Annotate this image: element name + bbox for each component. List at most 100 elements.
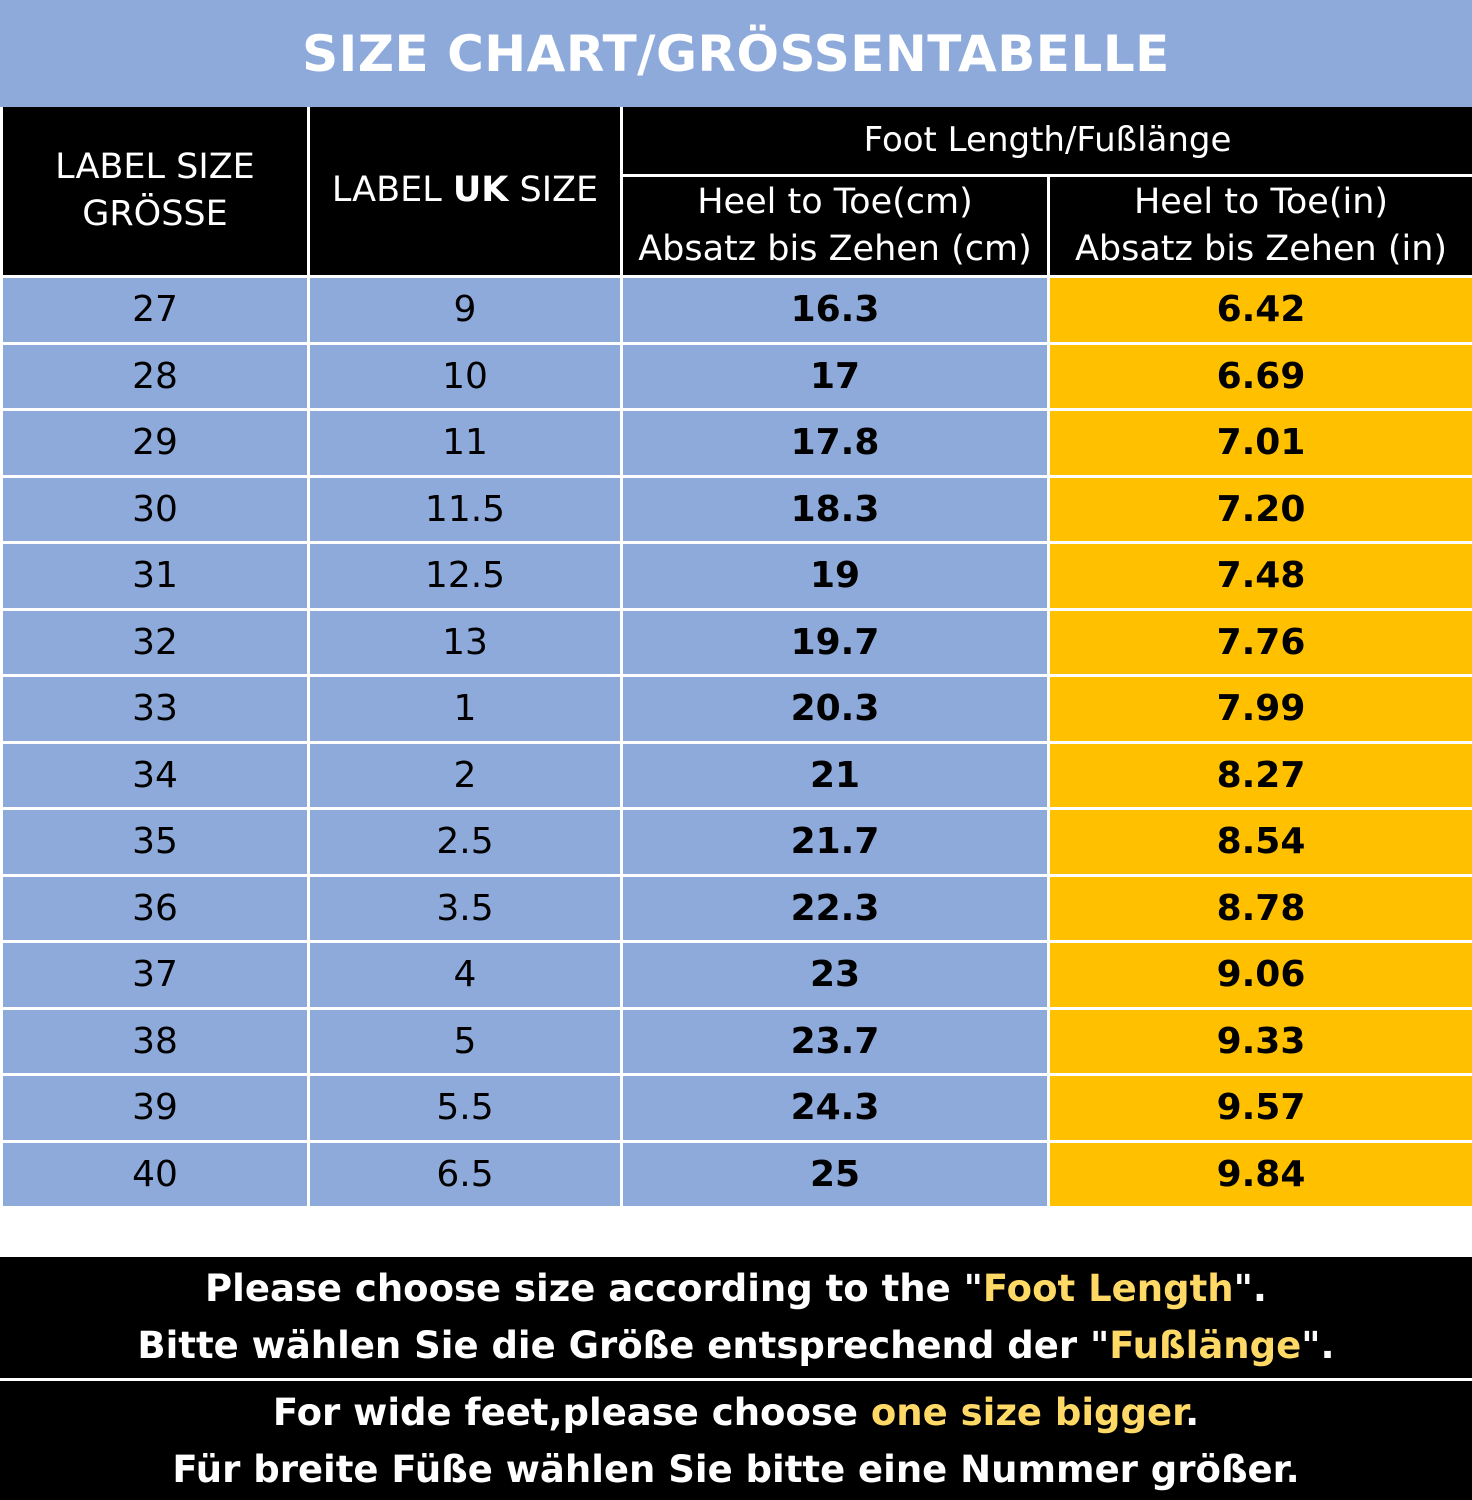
table-row: 33 1 20.3 7.99: [0, 674, 1472, 744]
cell-label-size: 36: [0, 873, 310, 943]
cell-heel-toe-cm: 23.7: [620, 1006, 1050, 1076]
cell-uk-size: 6.5: [307, 1139, 623, 1209]
table-row: 36 3.5 22.3 8.78: [0, 873, 1472, 943]
header-uk-suffix: SIZE: [508, 170, 599, 211]
cell-heel-toe-in: 8.27: [1047, 740, 1472, 810]
note-line-de: Bitte wählen Sie die Größe entsprechend …: [0, 1317, 1472, 1374]
header-uk-size: LABEL UK SIZE: [307, 107, 623, 278]
cell-heel-toe-cm: 22.3: [620, 873, 1050, 943]
header-uk-bold: UK: [452, 170, 509, 211]
cell-heel-toe-in: 7.99: [1047, 674, 1472, 744]
table-row: 32 13 19.7 7.76: [0, 607, 1472, 677]
cell-heel-toe-cm: 17.8: [620, 408, 1050, 478]
cell-heel-toe-cm: 17: [620, 341, 1050, 411]
cell-heel-toe-cm: 20.3: [620, 674, 1050, 744]
cell-uk-size: 11.5: [307, 474, 623, 544]
cell-label-size: 29: [0, 408, 310, 478]
note-wide-feet: For wide feet,please choose one size big…: [0, 1381, 1472, 1500]
cell-label-size: 39: [0, 1073, 310, 1143]
cell-label-size: 38: [0, 1006, 310, 1076]
note-line-de-highlight: Fußlänge: [1109, 1324, 1302, 1367]
header-label-size-line2: GRÖSSE: [82, 194, 228, 234]
cell-heel-toe-in: 7.76: [1047, 607, 1472, 677]
cell-label-size: 34: [0, 740, 310, 810]
table-row: 35 2.5 21.7 8.54: [0, 807, 1472, 877]
cell-uk-size: 9: [307, 275, 623, 345]
cell-label-size: 35: [0, 807, 310, 877]
cell-label-size: 40: [0, 1139, 310, 1209]
cell-heel-toe-in: 9.84: [1047, 1139, 1472, 1209]
note-divider: [0, 1378, 1472, 1381]
table-row: 29 11 17.8 7.01: [0, 408, 1472, 478]
cell-heel-toe-in: 9.57: [1047, 1073, 1472, 1143]
table-row: 31 12.5 19 7.48: [0, 541, 1472, 611]
note-wide-en: For wide feet,please choose one size big…: [0, 1384, 1472, 1441]
cell-label-size: 27: [0, 275, 310, 345]
table-row: 28 10 17 6.69: [0, 341, 1472, 411]
cell-uk-size: 2.5: [307, 807, 623, 877]
cell-heel-toe-in: 7.20: [1047, 474, 1472, 544]
cell-uk-size: 3.5: [307, 873, 623, 943]
note-wide-en-highlight: one size bigger: [870, 1391, 1186, 1434]
title-bar: SIZE CHART/GRÖSSENTABELLE: [0, 0, 1472, 107]
header-heel-toe-cm: Heel to Toe(cm) Absatz bis Zehen (cm): [620, 174, 1050, 278]
note-wide-de: Für breite Füße wählen Sie bitte eine Nu…: [172, 1448, 1300, 1491]
cell-heel-toe-cm: 24.3: [620, 1073, 1050, 1143]
header-cm-line1: Heel to Toe(cm): [697, 181, 973, 222]
table-row: 40 6.5 25 9.84: [0, 1139, 1472, 1209]
cell-heel-toe-in: 6.42: [1047, 275, 1472, 345]
header-heel-toe-in: Heel to Toe(in) Absatz bis Zehen (in): [1047, 174, 1472, 278]
cell-heel-toe-in: 9.06: [1047, 940, 1472, 1010]
cell-label-size: 30: [0, 474, 310, 544]
cell-uk-size: 4: [307, 940, 623, 1010]
cell-uk-size: 1: [307, 674, 623, 744]
note-line-de-pre: Bitte wählen Sie die Größe entsprechend …: [137, 1324, 1110, 1367]
header-in-line2: Absatz bis Zehen (in): [1074, 229, 1448, 270]
note-wide-en-post: .: [1185, 1391, 1200, 1434]
header-cm-line2: Absatz bis Zehen (cm): [638, 229, 1032, 270]
note-line-en-highlight: Foot Length: [982, 1267, 1234, 1310]
header-foot-length: Foot Length/Fußlänge: [620, 107, 1472, 178]
note-line-de-post: ".: [1301, 1324, 1335, 1367]
cell-heel-toe-cm: 23: [620, 940, 1050, 1010]
cell-heel-toe-in: 7.01: [1047, 408, 1472, 478]
note-line-en-post: ".: [1233, 1267, 1267, 1310]
cell-uk-size: 2: [307, 740, 623, 810]
cell-heel-toe-cm: 25: [620, 1139, 1050, 1209]
cell-heel-toe-in: 6.69: [1047, 341, 1472, 411]
cell-heel-toe-in: 7.48: [1047, 541, 1472, 611]
note-line-en-pre: Please choose size according to the ": [205, 1267, 983, 1310]
table-row: 39 5.5 24.3 9.57: [0, 1073, 1472, 1143]
cell-label-size: 37: [0, 940, 310, 1010]
cell-heel-toe-cm: 19.7: [620, 607, 1050, 677]
cell-uk-size: 10: [307, 341, 623, 411]
cell-heel-toe-cm: 21.7: [620, 807, 1050, 877]
cell-uk-size: 5.5: [307, 1073, 623, 1143]
cell-heel-toe-cm: 16.3: [620, 275, 1050, 345]
size-table-body: 27 9 16.3 6.42 28 10 17 6.69 29 11 17.8 7.01 30 11.5 1…: [0, 275, 1472, 1209]
cell-label-size: 32: [0, 607, 310, 677]
cell-heel-toe-in: 8.54: [1047, 807, 1472, 877]
cell-label-size: 33: [0, 674, 310, 744]
table-row: 27 9 16.3 6.42: [0, 275, 1472, 345]
page-title: SIZE CHART/GRÖSSENTABELLE: [302, 24, 1170, 83]
cell-uk-size: 13: [307, 607, 623, 677]
table-row: 34 2 21 8.27: [0, 740, 1472, 810]
header-label-size-line1: LABEL SIZE: [55, 146, 255, 187]
table-row: 37 4 23 9.06: [0, 940, 1472, 1010]
header-uk-prefix: LABEL: [331, 170, 453, 211]
cell-heel-toe-cm: 18.3: [620, 474, 1050, 544]
cell-heel-toe-cm: 21: [620, 740, 1050, 810]
header-label-size: LABEL SIZE GRÖSSE: [0, 107, 310, 278]
note-line-en: Please choose size according to the "Foo…: [0, 1260, 1472, 1317]
size-table: LABEL SIZE GRÖSSE LABEL UK SIZE Foot Len…: [0, 107, 1472, 1209]
cell-heel-toe-cm: 19: [620, 541, 1050, 611]
cell-uk-size: 12.5: [307, 541, 623, 611]
note-foot-length: Please choose size according to the "Foo…: [0, 1257, 1472, 1378]
cell-label-size: 31: [0, 541, 310, 611]
cell-uk-size: 11: [307, 408, 623, 478]
cell-heel-toe-in: 8.78: [1047, 873, 1472, 943]
cell-uk-size: 5: [307, 1006, 623, 1076]
header-in-line1: Heel to Toe(in): [1133, 181, 1389, 222]
